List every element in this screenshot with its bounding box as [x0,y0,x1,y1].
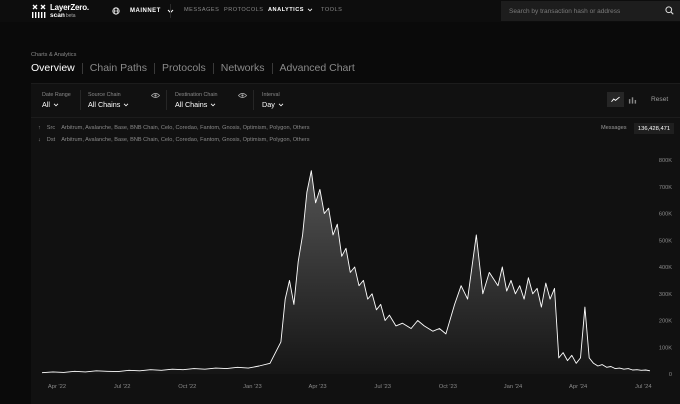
dst-tag: Dst [46,137,56,143]
eye-icon[interactable] [151,92,160,99]
src-tag: Src [46,125,56,131]
network-selector[interactable]: MAINNET [112,6,174,16]
eye-icon[interactable] [238,92,247,99]
logo-mark-icon [32,4,46,18]
nav-tools[interactable]: TOOLS [321,7,343,13]
line-chart-button[interactable] [607,92,624,107]
filter-label: Interval [262,92,280,98]
chevron-down-icon [53,103,59,106]
source-route: ↑ Src Arbitrum, Avalanche, Base, BNB Cha… [38,125,310,131]
destination-route: ↓ Dst Arbitrum, Avalanche, Base, BNB Cha… [38,137,310,143]
src-chains: Arbitrum, Avalanche, Base, BNB Chain, Ce… [61,125,310,131]
chevron-down-icon [307,8,313,12]
filter-value: Day [262,100,284,109]
filter-value: All Chains [88,100,129,109]
messages-count: 136,428,471 [634,123,674,134]
search-box [501,1,680,21]
nav-protocols[interactable]: PROTOCOLS [224,7,264,13]
main-nav: MESSAGES PROTOCOLS ANALYTICS TOOLS [184,7,342,13]
date-range-filter[interactable]: Date Range All [42,92,71,109]
tab-divider [81,62,83,74]
filter-label: Destination Chain [175,92,218,98]
interval-filter[interactable]: Interval Day [262,92,284,109]
arrow-down-icon: ↓ [38,137,41,143]
line-chart-icon [611,96,620,103]
messages-label: Messages [601,125,627,131]
search-input[interactable] [501,1,661,21]
logo-wordmark: LayerZero. [50,3,89,12]
tab-divider [153,62,155,74]
tab-divider [271,62,273,74]
chevron-down-icon [211,103,216,106]
filter-divider [80,90,81,110]
chevron-down-icon [124,103,129,106]
filter-value: All Chains [175,100,218,109]
dst-chains: Arbitrum, Avalanche, Base, BNB Chain, Ce… [61,137,310,143]
tab-protocols[interactable]: Protocols [161,62,206,74]
nav-analytics[interactable]: ANALYTICS [268,7,321,13]
tab-divider [212,62,214,74]
tab-advanced-chart[interactable]: Advanced Chart [279,62,355,74]
bar-chart-icon [628,96,637,104]
nav-messages[interactable]: MESSAGES [184,7,220,13]
bar-chart-button[interactable] [624,92,641,107]
logo-subtitle: scanbeta [50,12,76,19]
tab-chain-paths[interactable]: Chain Paths [89,62,147,74]
nav-divider [170,4,171,18]
beta-badge: beta [65,13,76,19]
destination-chain-filter[interactable]: Destination Chain All Chains [175,92,218,109]
panel-divider [31,117,680,118]
analytics-panel [31,83,680,404]
search-icon[interactable] [665,6,674,15]
reset-button[interactable]: Reset [651,96,669,103]
filter-value: All [42,100,71,109]
filter-label: Date Range [42,92,71,98]
filter-divider [166,90,167,110]
breadcrumb: Charts & Analytics [31,52,77,58]
chevron-down-icon [278,103,284,106]
source-chain-filter[interactable]: Source Chain All Chains [88,92,129,109]
tab-networks[interactable]: Networks [220,62,265,74]
globe-icon [112,7,120,15]
arrow-up-icon: ↑ [38,125,41,131]
layerzero-logo[interactable]: LayerZero. scanbeta [31,2,89,20]
chart-view-toggle [607,92,641,107]
tab-overview[interactable]: Overview [31,62,75,74]
network-label: MAINNET [130,8,161,14]
filter-label: Source Chain [88,92,121,98]
filter-divider [253,90,254,110]
page-tabs: Overview Chain Paths Protocols Networks … [31,62,355,74]
